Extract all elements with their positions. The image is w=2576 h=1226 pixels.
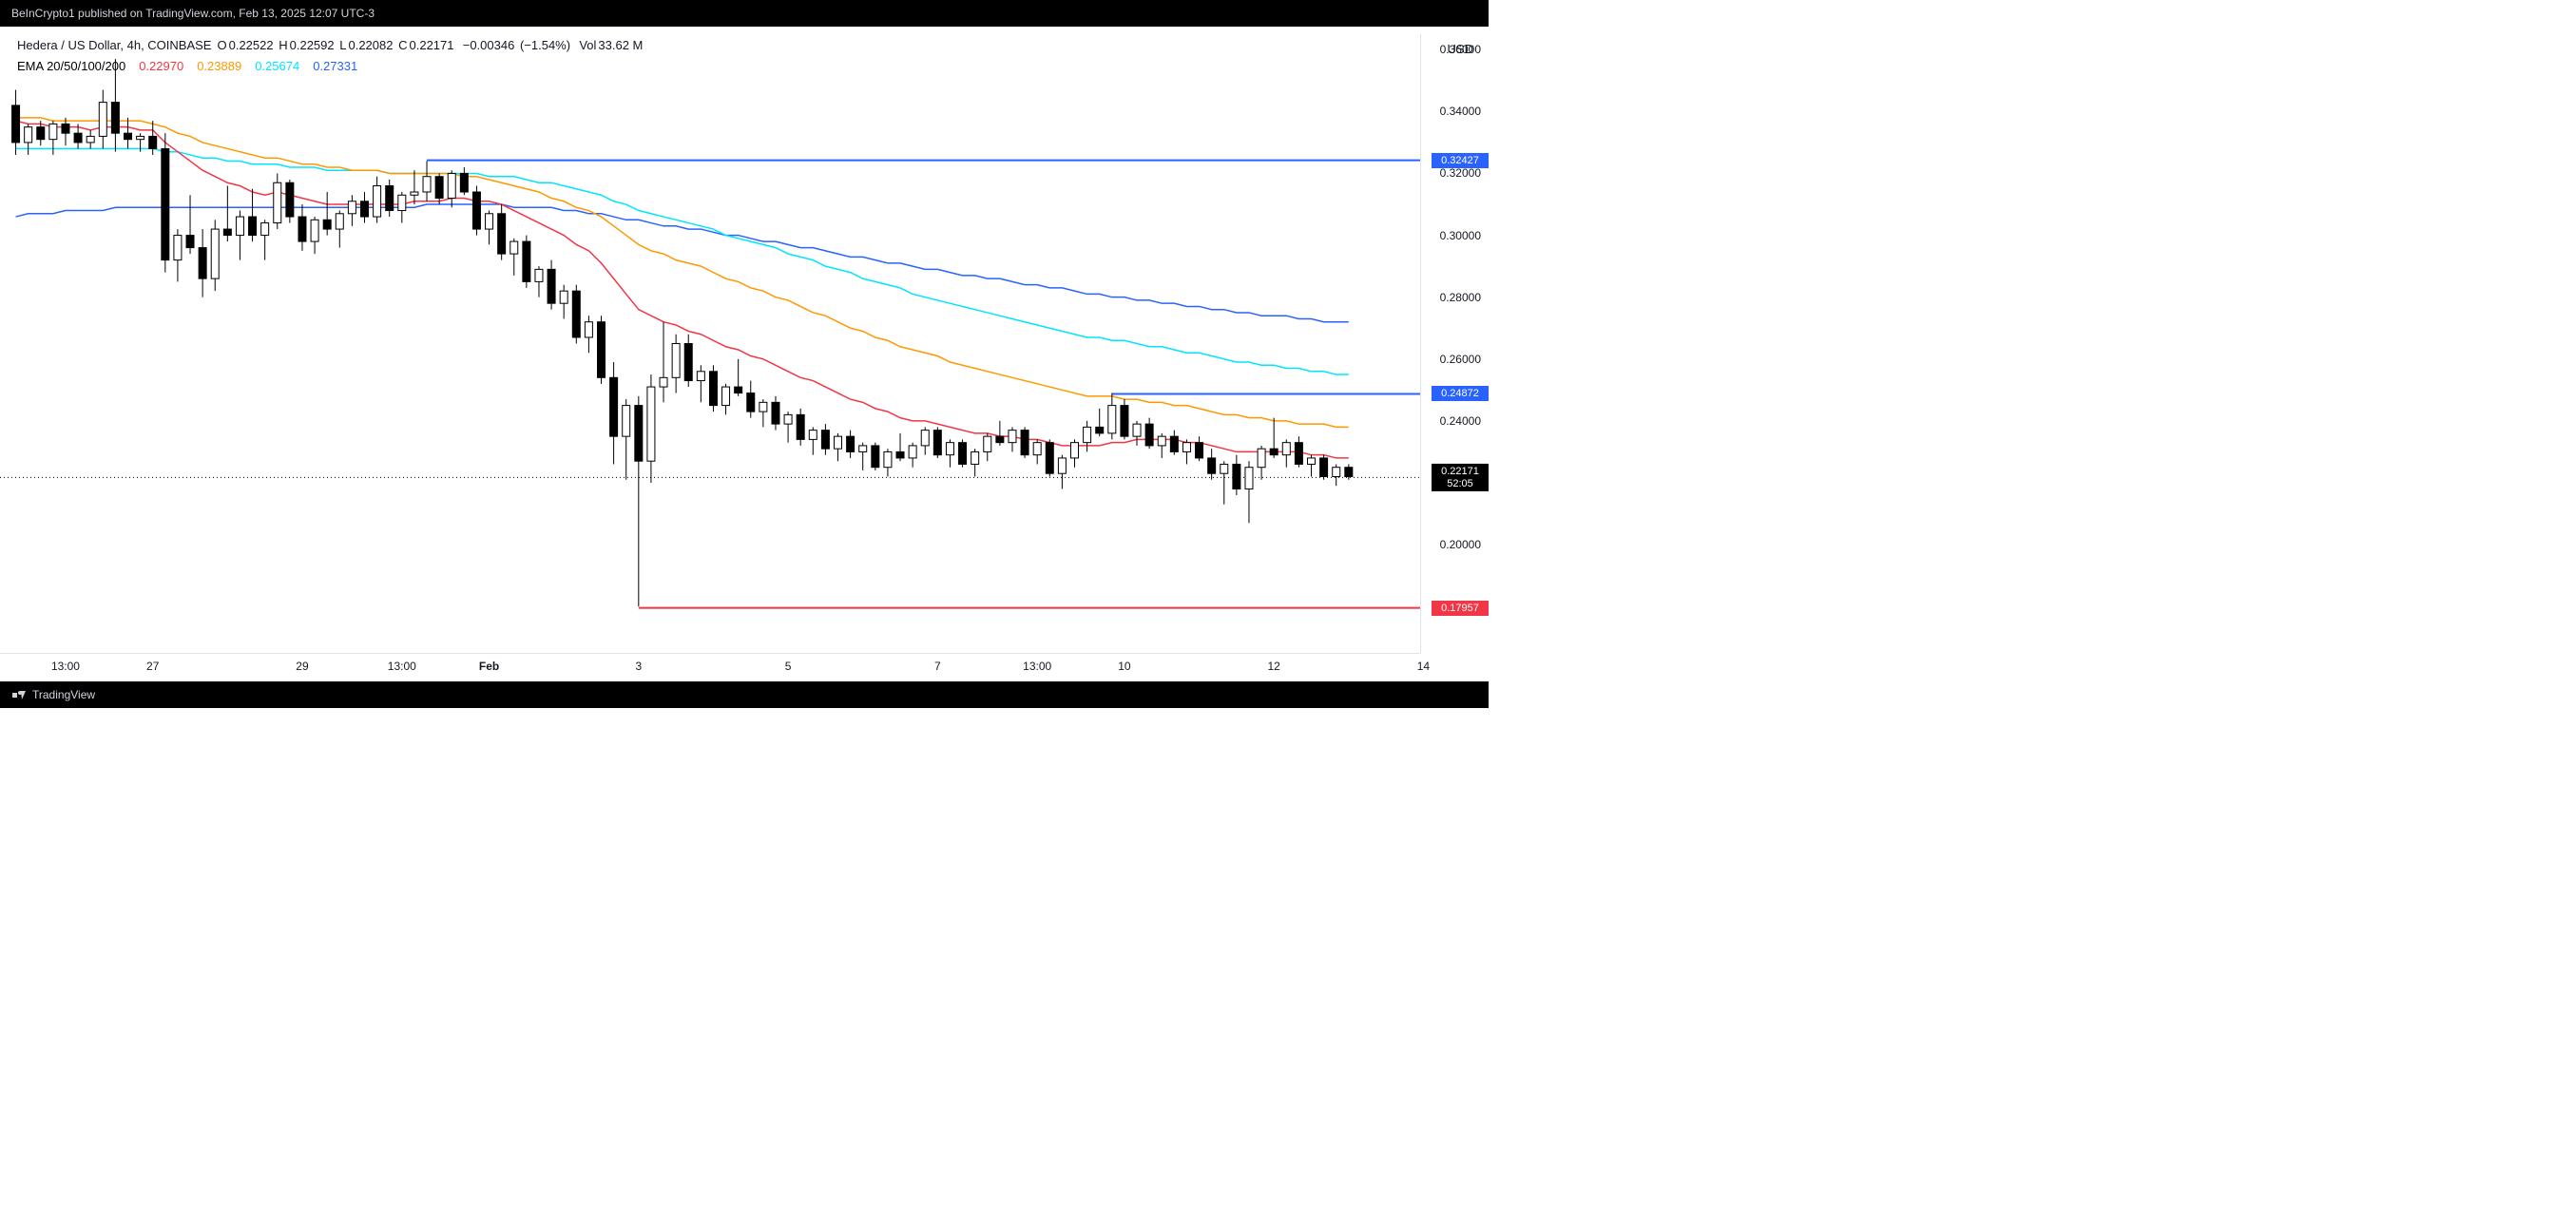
y-tick: 0.26000 <box>1440 353 1481 366</box>
price-tag: 0.32427 <box>1432 153 1489 168</box>
tradingview-logo-icon <box>11 687 27 702</box>
y-tick: 0.28000 <box>1440 291 1481 304</box>
y-tick: 0.20000 <box>1440 538 1481 551</box>
x-tick: 27 <box>146 660 159 673</box>
footer-brand: TradingView <box>32 688 95 701</box>
chart-container: BeInCrypto1 published on TradingView.com… <box>0 0 1489 708</box>
y-axis[interactable]: USD 0.200000.220000.240000.260000.280000… <box>1420 34 1489 653</box>
price-tag: 0.2217152:05 <box>1432 464 1489 490</box>
y-tick: 0.24000 <box>1440 414 1481 428</box>
x-tick: 13:00 <box>1023 660 1051 673</box>
publish-text: BeInCrypto1 published on TradingView.com… <box>11 7 375 20</box>
x-tick: 13:00 <box>51 660 80 673</box>
x-tick: 12 <box>1267 660 1279 673</box>
publish-banner: BeInCrypto1 published on TradingView.com… <box>0 0 1489 27</box>
y-tick: 0.34000 <box>1440 105 1481 118</box>
footer-bar: TradingView <box>0 681 1489 708</box>
y-tick: 0.30000 <box>1440 229 1481 242</box>
x-axis[interactable]: 13:00272913:00Feb35713:00101214 <box>0 653 1420 681</box>
x-tick: 29 <box>296 660 308 673</box>
x-tick: 7 <box>934 660 941 673</box>
y-tick: 0.32000 <box>1440 166 1481 180</box>
price-tag: 0.17957 <box>1432 601 1489 616</box>
x-tick: Feb <box>479 660 499 673</box>
x-tick: 10 <box>1118 660 1130 673</box>
price-tag: 0.24872 <box>1432 386 1489 401</box>
y-tick: 0.36000 <box>1440 43 1481 56</box>
x-tick: 13:00 <box>388 660 416 673</box>
x-tick: 5 <box>785 660 792 673</box>
chart-plot[interactable] <box>0 34 1420 653</box>
x-tick: 14 <box>1417 660 1430 673</box>
x-tick: 3 <box>635 660 642 673</box>
